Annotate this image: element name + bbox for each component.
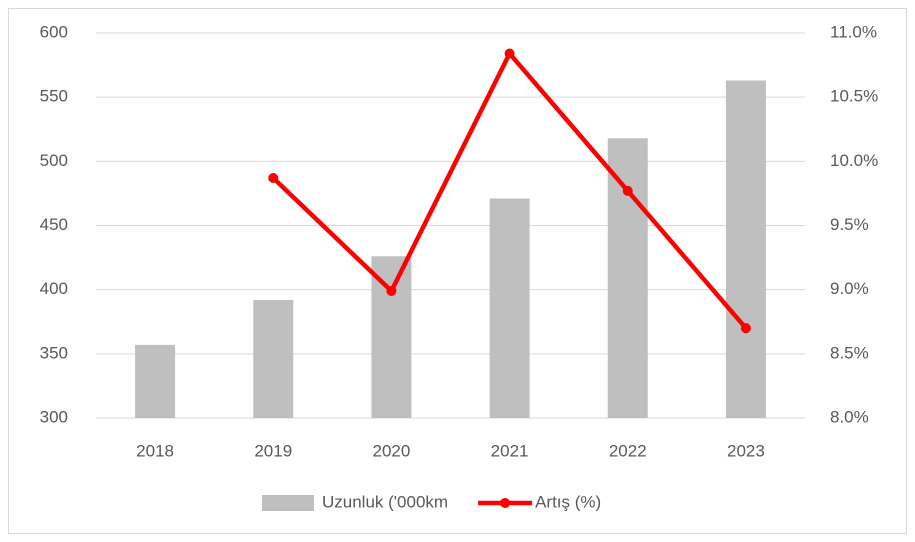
x-tick-label: 2023 <box>727 441 765 460</box>
x-tick-label: 2021 <box>491 441 529 460</box>
x-tick-label: 2019 <box>254 441 292 460</box>
x-tick-label: 2020 <box>373 441 411 460</box>
y2-tick-label: 8.0% <box>830 407 869 426</box>
legend-swatch <box>262 495 314 511</box>
y2-tick-label: 9.0% <box>830 279 869 298</box>
bar <box>607 138 648 418</box>
legend-label: Uzunluk ('000km <box>322 492 448 511</box>
bar <box>489 198 530 418</box>
legend-marker <box>500 498 511 508</box>
legend-label: Artış (%) <box>535 492 601 511</box>
y2-tick-label: 10.0% <box>830 151 878 170</box>
bar <box>253 299 294 418</box>
line-marker <box>386 285 397 296</box>
bar <box>135 344 176 418</box>
y2-tick-label: 10.5% <box>830 87 878 106</box>
line-marker <box>268 173 279 184</box>
y2-tick-label: 9.5% <box>830 215 869 234</box>
y-tick-label: 600 <box>40 22 68 41</box>
line-marker <box>740 323 751 334</box>
y-tick-label: 500 <box>40 151 68 170</box>
x-tick-label: 2018 <box>136 441 174 460</box>
y-tick-label: 300 <box>40 407 68 426</box>
line-marker <box>504 48 515 59</box>
y2-tick-label: 11.0% <box>830 22 877 41</box>
y-tick-label: 450 <box>40 215 68 234</box>
y-tick-label: 350 <box>40 343 68 362</box>
y-tick-label: 400 <box>40 279 68 298</box>
line-marker <box>622 185 633 196</box>
y2-tick-label: 8.5% <box>830 343 869 362</box>
x-tick-label: 2022 <box>609 441 647 460</box>
bar <box>725 80 766 418</box>
y-tick-label: 550 <box>40 87 68 106</box>
bar <box>371 256 412 418</box>
